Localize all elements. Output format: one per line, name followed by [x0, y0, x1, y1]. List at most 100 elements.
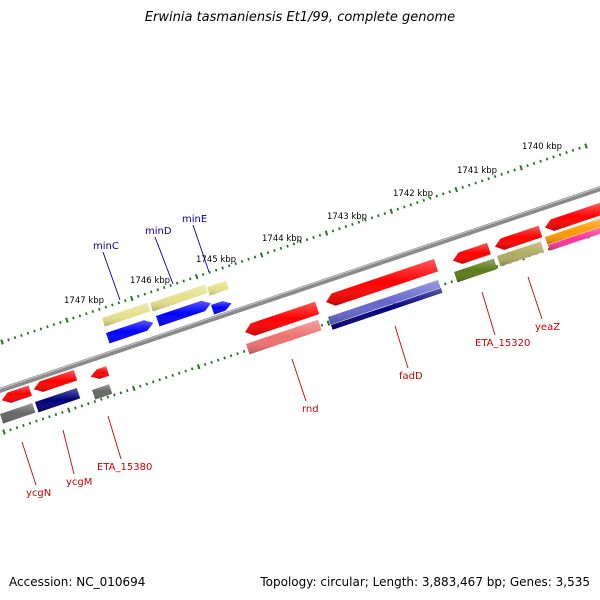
- outer-tick: [201, 272, 205, 277]
- gene-label-fadD: fadD: [399, 371, 423, 382]
- inner-tick: [87, 402, 90, 406]
- feature-rnd-red-shade: [245, 301, 320, 336]
- feature-fadD-red-shade: [326, 259, 439, 306]
- feature-edge-orange: [545, 218, 600, 245]
- scale-label-1741: 1741 kbp: [457, 166, 497, 176]
- outer-tick: [156, 288, 160, 292]
- outer-tick: [513, 168, 516, 172]
- leader-ETA_15320: [481, 291, 496, 336]
- leader-ycgN: [21, 441, 37, 486]
- outer-tick: [130, 295, 134, 302]
- inner-tick: [61, 410, 64, 414]
- outer-tick: [357, 220, 361, 224]
- feature-rnd-salmon: [246, 319, 322, 355]
- feature-ETA15380-red-shade: [90, 366, 110, 379]
- outer-tick: [273, 249, 276, 253]
- inner-tick: [229, 354, 233, 358]
- outer-tick: [0, 339, 4, 345]
- gene-label-minC: minC: [93, 241, 119, 252]
- inner-tick: [223, 356, 226, 360]
- outer-tick: [403, 205, 406, 209]
- scale-label-1747: 1747 kbp: [64, 296, 104, 306]
- inner-tick: [190, 367, 194, 371]
- feature-yeaZ-tan-shade: [497, 241, 545, 267]
- inner-tick: [184, 369, 187, 373]
- outer-tick: [565, 151, 568, 155]
- outer-tick: [409, 203, 413, 207]
- feature-minC-shade: [106, 320, 154, 344]
- scale-label-1743: 1743 kbp: [327, 212, 367, 222]
- outer-tick: [175, 281, 179, 285]
- inner-tick: [547, 247, 551, 251]
- gene-label-ycgN: ycgN: [26, 488, 51, 499]
- inner-tick: [28, 421, 32, 425]
- outer-tick: [46, 325, 49, 329]
- inner-tick: [320, 323, 324, 327]
- feature-minC: [106, 320, 154, 344]
- outer-tick: [428, 196, 432, 200]
- outer-tick: [111, 303, 114, 307]
- outer-tick: [312, 235, 315, 239]
- outer-tick: [117, 301, 121, 305]
- outer-tick: [344, 225, 348, 229]
- inner-tick: [35, 419, 38, 423]
- inner-tick: [9, 428, 12, 432]
- inner-tick: [443, 282, 447, 286]
- outer-tick: [351, 222, 354, 226]
- outer-tick: [194, 273, 199, 280]
- gene-label-minD: minD: [145, 226, 172, 237]
- feature-fadD-navy: [331, 288, 443, 330]
- feature-ETA15380-red: [90, 366, 110, 379]
- outer-tick: [136, 294, 140, 298]
- outer-tick: [441, 192, 445, 196]
- feature-yeaZ-tan: [497, 241, 545, 267]
- inner-tick: [106, 395, 110, 399]
- inner-tick: [119, 391, 123, 395]
- outer-tick: [234, 262, 237, 266]
- outer-tick: [493, 174, 497, 179]
- leader-yeaZ: [527, 276, 543, 320]
- leader-fadD: [394, 325, 409, 369]
- outer-tick: [26, 331, 30, 335]
- feature-ycgM-navy: [35, 387, 81, 413]
- feature-ycgM-navy-shade: [35, 387, 81, 413]
- feature-minE-shade: [211, 301, 232, 315]
- outer-tick: [65, 317, 69, 323]
- outer-tick: [182, 279, 185, 283]
- genome-backbone-highlight: [0, 186, 600, 390]
- feature-ycgM-red: [33, 369, 78, 392]
- outer-tick: [7, 338, 10, 342]
- inner-tick: [2, 429, 6, 435]
- feature-ETA15320-red-shade: [452, 242, 491, 264]
- outer-tick: [299, 240, 302, 244]
- inner-tick: [164, 376, 168, 380]
- inner-tick: [74, 406, 77, 410]
- outer-tick: [104, 305, 108, 309]
- inner-tick: [54, 413, 58, 417]
- feature-ycgN-red-shade: [1, 385, 32, 403]
- feature-ETA15380-grey: [92, 384, 113, 400]
- outer-tick: [519, 165, 523, 171]
- outer-tick: [461, 185, 464, 189]
- leader-minC: [102, 251, 121, 301]
- outer-tick: [487, 177, 490, 181]
- accession-text: Accession: NC_010694: [9, 575, 146, 589]
- outer-tick: [338, 227, 341, 231]
- inner-tick: [67, 407, 71, 413]
- inner-tick: [15, 426, 19, 430]
- outer-tick: [305, 238, 309, 242]
- outer-tick: [416, 201, 419, 205]
- inner-tick: [177, 371, 181, 375]
- scale-label-1740: 1740 kbp: [522, 142, 562, 152]
- inner-tick: [151, 380, 155, 384]
- gene-label-ETA_15380: ETA_15380: [97, 462, 152, 473]
- feature-minD-shade: [156, 300, 211, 327]
- feature-rnd-salmon-shade: [246, 319, 322, 355]
- feature-edge-magenta: [548, 227, 600, 251]
- outer-tick: [364, 218, 367, 222]
- feature-edge-red: [544, 202, 600, 231]
- gene-label-minE: minE: [182, 214, 207, 225]
- inner-tick: [203, 362, 207, 367]
- feature-minE-khaki: [207, 280, 229, 296]
